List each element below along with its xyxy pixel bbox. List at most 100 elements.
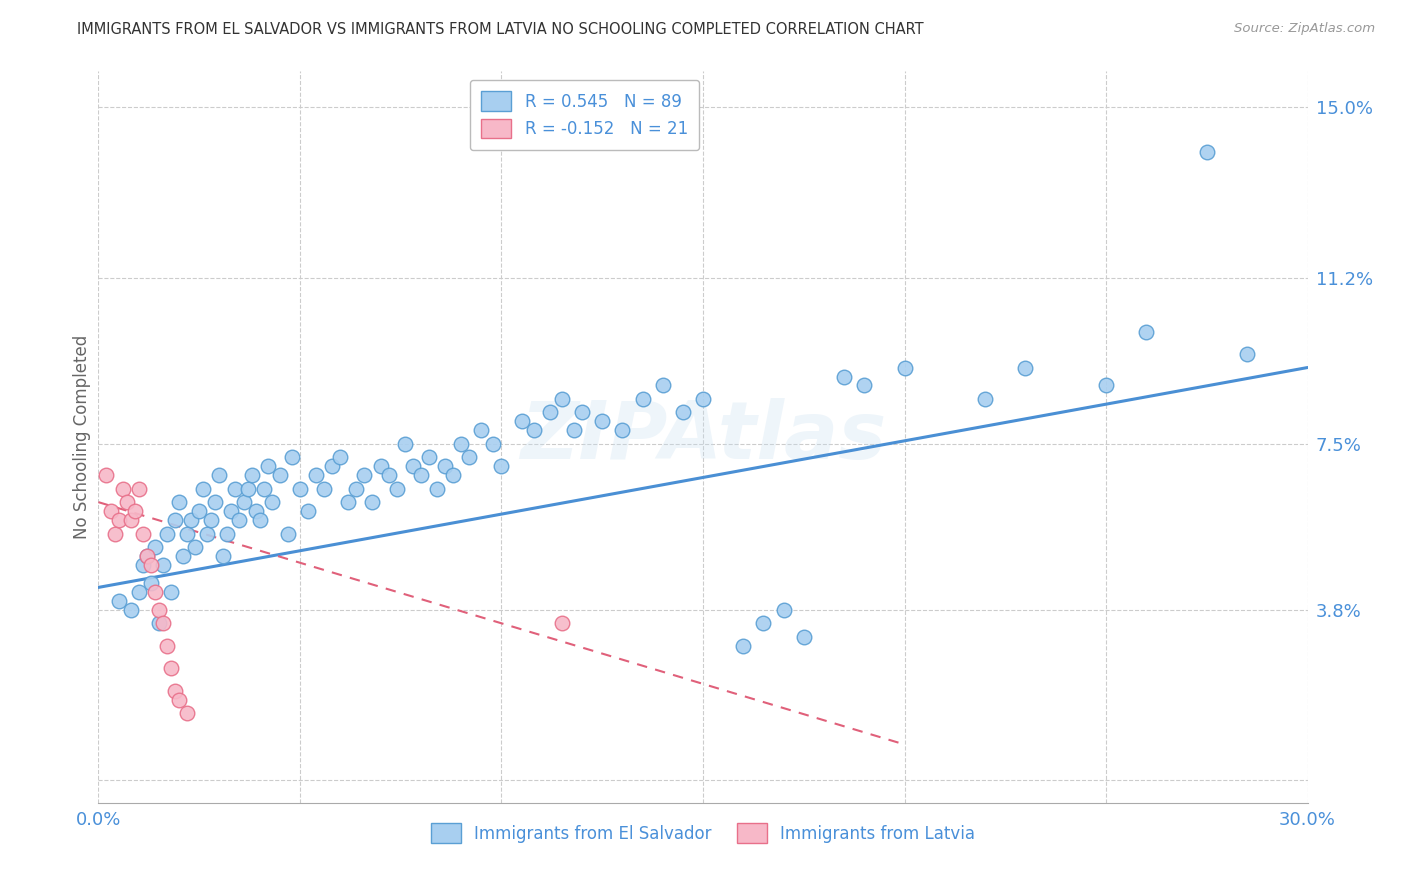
Point — [217, 526, 239, 541]
Point — [120, 513, 142, 527]
Point — [832, 369, 855, 384]
Point — [631, 392, 654, 406]
Point — [672, 405, 695, 419]
Point — [571, 405, 593, 419]
Point — [249, 513, 271, 527]
Point — [1135, 325, 1157, 339]
Point — [772, 603, 794, 617]
Point — [107, 513, 129, 527]
Point — [510, 414, 533, 428]
Point — [184, 540, 207, 554]
Point — [120, 603, 142, 617]
Point — [152, 558, 174, 572]
Point — [353, 468, 375, 483]
Point — [132, 526, 155, 541]
Legend: Immigrants from El Salvador, Immigrants from Latvia: Immigrants from El Salvador, Immigrants … — [425, 817, 981, 849]
Point — [692, 392, 714, 406]
Point — [204, 495, 226, 509]
Point — [160, 661, 183, 675]
Point — [297, 504, 319, 518]
Point — [176, 526, 198, 541]
Point — [103, 526, 125, 541]
Point — [288, 482, 311, 496]
Point — [853, 378, 876, 392]
Text: ZIPAtlas: ZIPAtlas — [520, 398, 886, 476]
Point — [260, 495, 283, 509]
Point — [124, 504, 146, 518]
Point — [96, 468, 118, 483]
Point — [418, 450, 440, 465]
Point — [156, 526, 179, 541]
Point — [128, 585, 150, 599]
Point — [409, 468, 432, 483]
Point — [591, 414, 613, 428]
Point — [195, 526, 218, 541]
Point — [450, 437, 472, 451]
Text: IMMIGRANTS FROM EL SALVADOR VS IMMIGRANTS FROM LATVIA NO SCHOOLING COMPLETED COR: IMMIGRANTS FROM EL SALVADOR VS IMMIGRANT… — [77, 22, 924, 37]
Point — [370, 459, 392, 474]
Point — [143, 585, 166, 599]
Point — [128, 482, 150, 496]
Point — [212, 549, 235, 563]
Y-axis label: No Schooling Completed: No Schooling Completed — [73, 335, 91, 539]
Point — [551, 392, 574, 406]
Point — [176, 706, 198, 720]
Point — [385, 482, 408, 496]
Point — [651, 378, 673, 392]
Point — [337, 495, 360, 509]
Point — [458, 450, 481, 465]
Point — [152, 616, 174, 631]
Point — [193, 482, 215, 496]
Point — [377, 468, 399, 483]
Point — [434, 459, 457, 474]
Point — [482, 437, 505, 451]
Point — [143, 540, 166, 554]
Point — [221, 504, 243, 518]
Point — [156, 639, 179, 653]
Point — [491, 459, 513, 474]
Point — [200, 513, 222, 527]
Point — [361, 495, 384, 509]
Point — [167, 692, 190, 706]
Point — [236, 482, 259, 496]
Point — [163, 513, 186, 527]
Point — [733, 639, 755, 653]
Text: Source: ZipAtlas.com: Source: ZipAtlas.com — [1234, 22, 1375, 36]
Point — [974, 392, 997, 406]
Point — [305, 468, 328, 483]
Point — [538, 405, 561, 419]
Point — [441, 468, 464, 483]
Point — [107, 594, 129, 608]
Point — [314, 482, 336, 496]
Point — [208, 468, 231, 483]
Point — [344, 482, 367, 496]
Point — [394, 437, 416, 451]
Point — [793, 630, 815, 644]
Point — [160, 585, 183, 599]
Point — [245, 504, 267, 518]
Point — [253, 482, 276, 496]
Point — [402, 459, 425, 474]
Point — [167, 495, 190, 509]
Point — [321, 459, 343, 474]
Point — [132, 558, 155, 572]
Point — [562, 423, 585, 437]
Point — [180, 513, 202, 527]
Point — [228, 513, 250, 527]
Point — [470, 423, 492, 437]
Point — [1095, 378, 1118, 392]
Point — [240, 468, 263, 483]
Point — [163, 683, 186, 698]
Point — [893, 360, 915, 375]
Point — [277, 526, 299, 541]
Point — [1195, 145, 1218, 160]
Point — [100, 504, 122, 518]
Point — [269, 468, 291, 483]
Point — [523, 423, 546, 437]
Point — [612, 423, 634, 437]
Point — [551, 616, 574, 631]
Point — [232, 495, 254, 509]
Point — [281, 450, 304, 465]
Point — [148, 616, 170, 631]
Point — [1014, 360, 1036, 375]
